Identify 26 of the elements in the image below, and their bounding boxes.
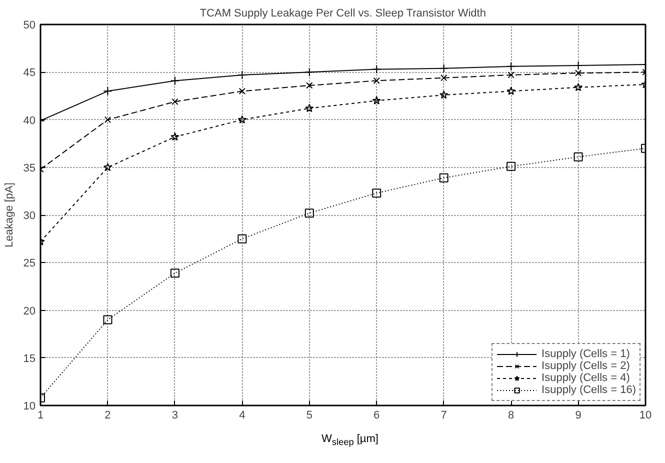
x-tick-label: 5: [306, 410, 312, 422]
x-tick-label: 4: [239, 410, 246, 422]
y-tick-label: 30: [23, 210, 36, 222]
y-tick-label: 40: [23, 114, 36, 127]
y-tick-label: 50: [23, 20, 36, 32]
y-tick-label: 10: [23, 400, 36, 412]
x-tick-label: 10: [639, 410, 652, 422]
x-tick-label: 8: [508, 410, 514, 422]
y-axis-title: Leakage [pA]: [3, 182, 16, 248]
x-axis-title: W$_{sleep}$ [µm]: [320, 432, 380, 450]
x-tick-label: 1: [37, 410, 44, 422]
x-tick-label: 2: [104, 410, 111, 422]
legend-label: Isupply (Cells = 4): [542, 372, 630, 384]
legend-label: Isupply (Cells = 1): [542, 348, 630, 360]
y-tick-label: 20: [23, 305, 36, 318]
x-tick-label: 7: [440, 410, 447, 422]
x-tick-label: 6: [374, 410, 380, 422]
chart-title: TCAM Supply Leakage Per Cell vs. Sleep Transistor Width: [200, 8, 486, 20]
y-tick-label: 15: [23, 352, 36, 365]
legend-label: Isupply (Cells = 2): [542, 360, 630, 372]
y-tick-label: 45: [23, 67, 36, 80]
legend-label: Isupply (Cells = 16): [542, 384, 636, 396]
y-tick-label: 35: [23, 162, 36, 174]
x-tick-label: 9: [575, 410, 582, 422]
y-tick-label: 25: [23, 258, 36, 270]
x-tick-label: 3: [172, 410, 178, 422]
